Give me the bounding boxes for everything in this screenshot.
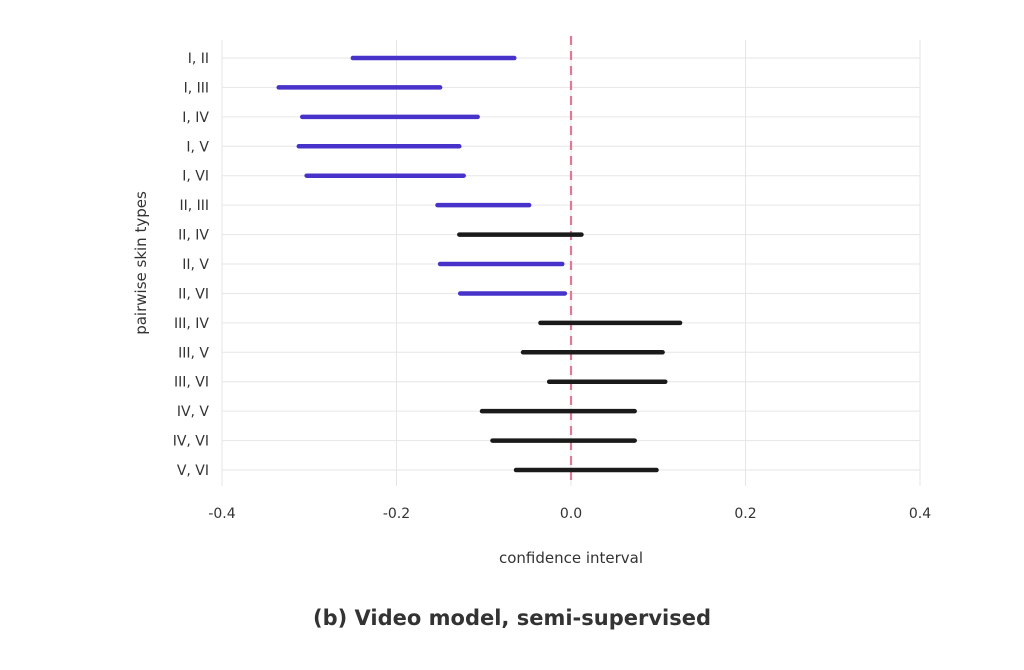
x-tick-label: 0.2 — [734, 506, 756, 522]
figure-caption: (b) Video model, semi-supervised — [313, 606, 711, 630]
x-tick-label: 0.4 — [909, 506, 931, 522]
y-tick-label: IV, V — [177, 404, 210, 420]
y-tick-label: I, IV — [182, 110, 209, 126]
y-tick-label: II, VI — [178, 286, 209, 302]
y-tick-label: I, II — [188, 51, 209, 67]
y-tick-label: I, VI — [182, 169, 209, 185]
x-tick-label: -0.4 — [208, 506, 235, 522]
y-tick-label: V, VI — [177, 463, 209, 479]
interval-bars — [276, 55, 683, 473]
y-tick-label: II, III — [179, 198, 209, 214]
y-tick-label: III, V — [178, 345, 209, 361]
y-tick-labels: I, II I, III I, IV I, V I, VI II, III II, IV II… — [173, 51, 210, 479]
x-axis-label: confidence interval — [499, 549, 643, 567]
y-axis-label: pairwise skin types — [132, 191, 150, 335]
y-tick-label: II, V — [182, 257, 209, 273]
y-tick-label: I, V — [186, 139, 209, 155]
y-tick-label: IV, VI — [173, 434, 209, 450]
x-tick-label: -0.2 — [383, 506, 410, 522]
x-tick-labels: -0.4 -0.2 0.0 0.2 0.4 — [208, 506, 931, 522]
x-tick-label: 0.0 — [560, 506, 582, 522]
y-tick-label: II, IV — [178, 228, 209, 244]
y-tick-label: III, VI — [174, 375, 209, 391]
y-tick-label: I, III — [184, 80, 209, 96]
y-tick-label: III, IV — [174, 316, 209, 332]
